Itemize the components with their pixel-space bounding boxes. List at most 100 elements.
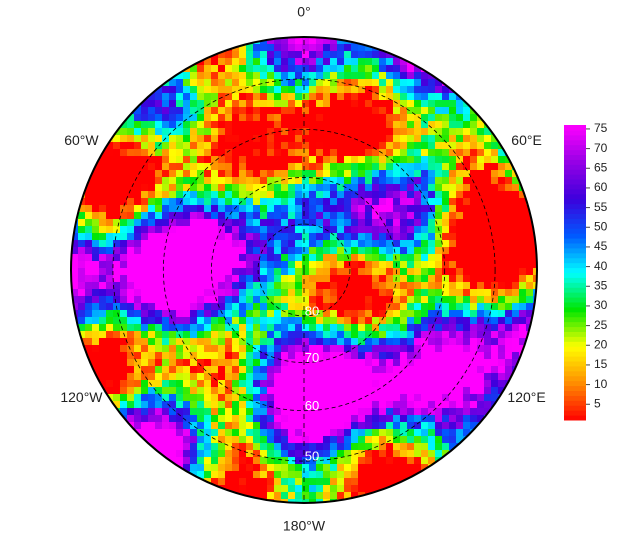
- data-cell: [281, 289, 289, 297]
- data-cell: [491, 121, 499, 129]
- data-cell: [267, 457, 275, 465]
- data-cell: [162, 261, 170, 269]
- data-cell: [400, 254, 408, 262]
- data-cell: [274, 373, 282, 381]
- data-cell: [211, 303, 219, 311]
- data-cell: [365, 303, 373, 311]
- data-cell: [358, 212, 366, 220]
- data-cell: [442, 212, 450, 220]
- data-cell: [267, 492, 275, 500]
- data-cell: [267, 156, 275, 164]
- data-cell: [141, 177, 149, 185]
- data-cell: [344, 450, 352, 458]
- data-cell: [106, 177, 114, 185]
- data-cell: [358, 352, 366, 360]
- data-cell: [253, 163, 261, 171]
- data-cell: [351, 44, 359, 52]
- data-cell: [288, 450, 296, 458]
- data-cell: [162, 240, 170, 248]
- colorbar-segment: [564, 179, 586, 185]
- data-cell: [127, 156, 135, 164]
- data-cell: [253, 44, 261, 52]
- latitude-label: 50: [305, 449, 319, 464]
- data-cell: [281, 156, 289, 164]
- data-cell: [120, 121, 128, 129]
- data-cell: [169, 352, 177, 360]
- data-cell: [463, 331, 471, 339]
- data-cell: [421, 191, 429, 199]
- data-cell: [379, 93, 387, 101]
- data-cell: [302, 422, 310, 430]
- data-cell: [162, 282, 170, 290]
- data-cell: [400, 156, 408, 164]
- data-cell: [449, 373, 457, 381]
- data-cell: [295, 191, 303, 199]
- data-cell: [463, 149, 471, 157]
- data-cell: [421, 422, 429, 430]
- data-cell: [274, 107, 282, 115]
- data-cell: [281, 387, 289, 395]
- data-cell: [477, 268, 485, 276]
- data-cell: [309, 156, 317, 164]
- data-cell: [99, 261, 107, 269]
- data-cell: [232, 247, 240, 255]
- data-cell: [225, 310, 233, 318]
- data-cell: [246, 44, 254, 52]
- data-cell: [428, 226, 436, 234]
- data-cell: [526, 219, 534, 227]
- data-cell: [421, 345, 429, 353]
- data-cell: [225, 261, 233, 269]
- data-cell: [239, 254, 247, 262]
- data-cell: [218, 443, 226, 451]
- data-cell: [407, 401, 415, 409]
- data-cell: [239, 478, 247, 486]
- data-cell: [148, 289, 156, 297]
- data-cell: [379, 436, 387, 444]
- data-cell: [155, 324, 163, 332]
- data-cell: [344, 436, 352, 444]
- data-cell: [253, 485, 261, 493]
- data-cell: [253, 457, 261, 465]
- data-cell: [526, 254, 534, 262]
- data-cell: [162, 359, 170, 367]
- data-cell: [183, 72, 191, 80]
- data-cell: [463, 205, 471, 213]
- data-cell: [309, 205, 317, 213]
- data-cell: [218, 261, 226, 269]
- data-cell: [498, 191, 506, 199]
- data-cell: [330, 233, 338, 241]
- data-cell: [470, 317, 478, 325]
- data-cell: [92, 191, 100, 199]
- data-cell: [400, 443, 408, 451]
- data-cell: [309, 177, 317, 185]
- data-cell: [407, 317, 415, 325]
- data-cell: [99, 247, 107, 255]
- data-cell: [162, 338, 170, 346]
- data-cell: [267, 205, 275, 213]
- data-cell: [141, 240, 149, 248]
- data-cell: [365, 296, 373, 304]
- data-cell: [232, 58, 240, 66]
- data-cell: [211, 275, 219, 283]
- data-cell: [435, 450, 443, 458]
- data-cell: [274, 93, 282, 101]
- data-cell: [442, 233, 450, 241]
- data-cell: [330, 79, 338, 87]
- data-cell: [232, 345, 240, 353]
- data-cell: [281, 366, 289, 374]
- data-cell: [316, 107, 324, 115]
- data-cell: [442, 429, 450, 437]
- data-cell: [358, 310, 366, 318]
- data-cell: [211, 464, 219, 472]
- data-cell: [218, 93, 226, 101]
- data-cell: [211, 282, 219, 290]
- data-cell: [442, 317, 450, 325]
- data-cell: [323, 107, 331, 115]
- data-cell: [505, 282, 513, 290]
- data-cell: [295, 485, 303, 493]
- data-cell: [162, 226, 170, 234]
- data-cell: [281, 184, 289, 192]
- data-cell: [512, 198, 520, 206]
- data-cell: [323, 422, 331, 430]
- data-cell: [218, 331, 226, 339]
